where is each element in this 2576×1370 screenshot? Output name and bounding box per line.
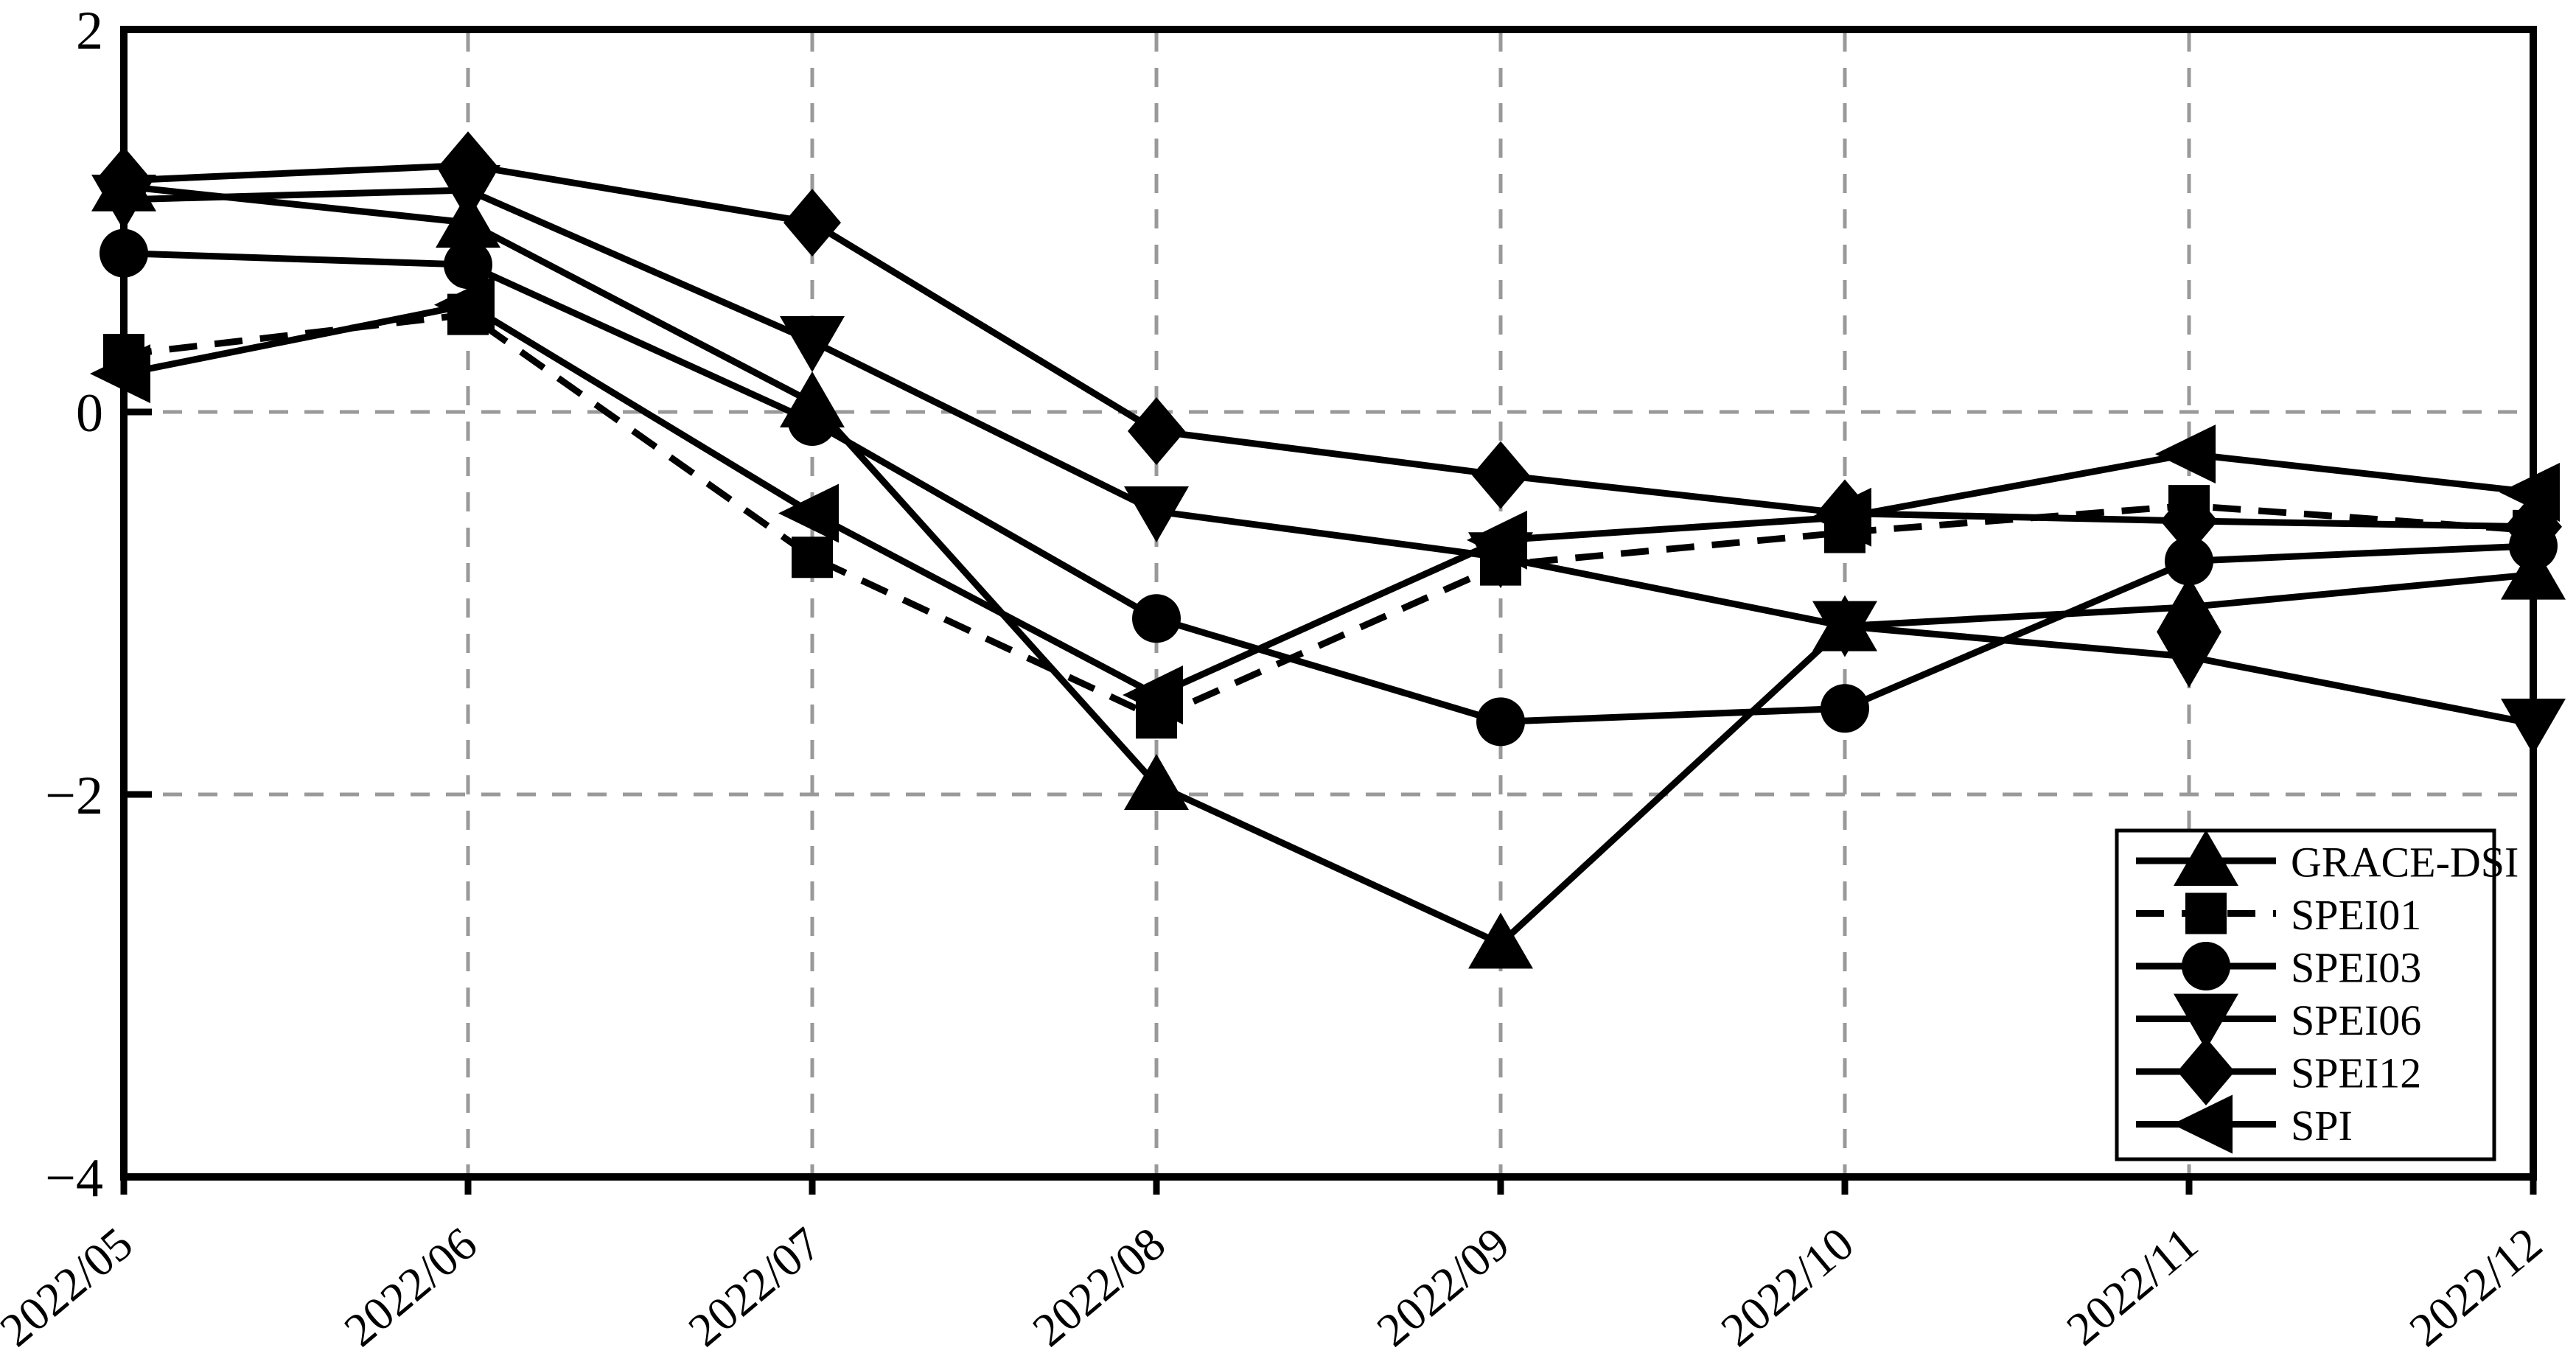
- x-tick-label: 2022/05: [0, 1217, 142, 1356]
- marker-triangle-down-SPEI06: [1812, 601, 1877, 657]
- marker-triangle-left-SPI: [2499, 462, 2560, 522]
- marker-triangle-down-SPEI06: [2157, 632, 2221, 688]
- series-line-SPEI06: [123, 186, 2534, 727]
- y-tick-label: −4: [45, 1148, 103, 1209]
- marker-circle-SPEI03: [100, 228, 148, 278]
- x-tick-label: 2022/08: [1023, 1217, 1175, 1356]
- marker-triangle-down-SPEI06: [1124, 486, 1189, 542]
- series-line-GRACE-DSI: [123, 183, 2534, 948]
- legend-marker-triangle-left: [2172, 1094, 2233, 1154]
- legend-marker-diamond: [2177, 1038, 2235, 1105]
- x-tick-label: 2022/09: [1367, 1217, 1519, 1356]
- marker-triangle-up-GRACE-DSI: [1468, 912, 1533, 969]
- series-line-SPEI12: [123, 161, 2534, 531]
- legend-marker-triangle-up: [2174, 830, 2238, 886]
- marker-diamond-SPEI12: [783, 189, 841, 257]
- legend-label: SPEI12: [2291, 1049, 2421, 1097]
- marker-triangle-left-SPI: [1811, 487, 1871, 547]
- marker-diamond-SPEI12: [1472, 441, 1529, 509]
- marker-triangle-up-GRACE-DSI: [2157, 576, 2221, 632]
- legend-marker-circle: [2182, 942, 2230, 990]
- x-tick-label: 2022/07: [679, 1217, 831, 1356]
- marker-triangle-left-SPI: [1123, 665, 1183, 725]
- legend-marker-square: [2185, 892, 2227, 934]
- x-tick-label: 2022/12: [2400, 1217, 2552, 1356]
- legend-label: SPEI06: [2291, 996, 2421, 1044]
- x-tick-label: 2022/10: [1711, 1217, 1863, 1356]
- marker-diamond-SPEI12: [2160, 486, 2218, 555]
- marker-circle-SPEI03: [444, 240, 492, 290]
- marker-triangle-left-SPI: [1467, 510, 1527, 570]
- series-line-SPEI01: [123, 310, 2534, 722]
- marker-diamond-SPEI12: [439, 131, 497, 200]
- marker-diamond-SPEI12: [1128, 396, 1185, 465]
- plot-border: [120, 26, 2537, 1181]
- legend-label: SPEI03: [2291, 944, 2421, 992]
- marker-square-SPEI01: [792, 537, 833, 579]
- marker-circle-SPEI03: [1132, 594, 1181, 643]
- marker-triangle-left-SPI: [434, 275, 495, 335]
- marker-triangle-down-SPEI06: [2501, 698, 2566, 755]
- y-tick-label: 0: [76, 383, 103, 444]
- marker-triangle-left-SPI: [778, 483, 839, 543]
- marker-triangle-left-SPI: [2155, 424, 2216, 484]
- x-tick-label: 2022/11: [2056, 1217, 2207, 1355]
- marker-triangle-up-GRACE-DSI: [1124, 754, 1189, 811]
- legend-label: SPEI01: [2291, 891, 2421, 939]
- series-line-SPI: [123, 301, 2534, 699]
- y-tick-label: 2: [76, 1, 103, 61]
- marker-circle-SPEI03: [788, 396, 837, 446]
- marker-triangle-down-SPEI06: [780, 315, 845, 372]
- legend-label: SPI: [2291, 1102, 2353, 1150]
- x-tick-label: 2022/06: [335, 1217, 486, 1356]
- marker-circle-SPEI03: [1476, 697, 1525, 747]
- marker-triangle-left-SPI: [90, 344, 150, 404]
- y-tick-label: −2: [45, 766, 103, 826]
- marker-diamond-SPEI12: [95, 147, 153, 215]
- legend-label: GRACE-DSI: [2291, 839, 2519, 887]
- marker-circle-SPEI03: [2165, 537, 2213, 586]
- marker-triangle-up-GRACE-DSI: [2501, 543, 2566, 600]
- legend-marker-triangle-down: [2174, 993, 2238, 1050]
- marker-circle-SPEI03: [1821, 684, 1869, 733]
- series-line-SPEI03: [123, 250, 2534, 725]
